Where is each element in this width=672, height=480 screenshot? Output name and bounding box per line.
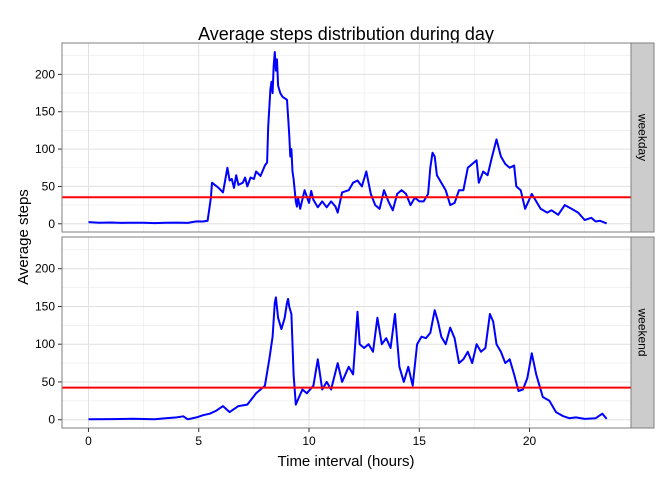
y-tick-label: 200 xyxy=(35,262,55,276)
y-tick-label: 0 xyxy=(48,217,55,231)
x-axis-label: Time interval (hours) xyxy=(278,453,415,470)
x-tick-label: 0 xyxy=(85,434,92,448)
chart-title: Average steps distribution during day xyxy=(198,24,494,44)
series-line-weekday xyxy=(88,51,608,225)
y-tick-label: 200 xyxy=(35,67,55,81)
y-tick-label: 100 xyxy=(35,337,55,351)
facet-strip-label: weekday xyxy=(636,113,650,161)
facet-strip xyxy=(630,236,655,429)
facet-strip-label: weekend xyxy=(636,307,650,356)
x-tick-label: 20 xyxy=(523,434,537,448)
panel-background xyxy=(62,43,631,232)
y-axis-label: Average steps xyxy=(15,189,32,285)
x-tick-label: 10 xyxy=(302,434,316,448)
y-tick-label: 150 xyxy=(35,299,55,313)
series-line-weekend xyxy=(88,296,608,421)
y-tick-label: 150 xyxy=(35,105,55,119)
y-tick-label: 0 xyxy=(48,413,55,427)
facet-strip xyxy=(630,42,655,233)
y-tick-label: 50 xyxy=(42,375,56,389)
panel-weekend: 0 50 100 150 200 weekend xyxy=(35,236,655,429)
x-tick-label: 5 xyxy=(195,434,202,448)
y-tick-label: 100 xyxy=(35,142,55,156)
panel-weekday: 0 50 100 150 200 weekday xyxy=(35,42,655,233)
facet-panels: 0 50 100 150 200 weekday 0 50 100 150 200 weekend 0 5… xyxy=(35,42,655,448)
y-tick-label: 50 xyxy=(42,179,56,193)
x-tick-label: 15 xyxy=(413,434,427,448)
